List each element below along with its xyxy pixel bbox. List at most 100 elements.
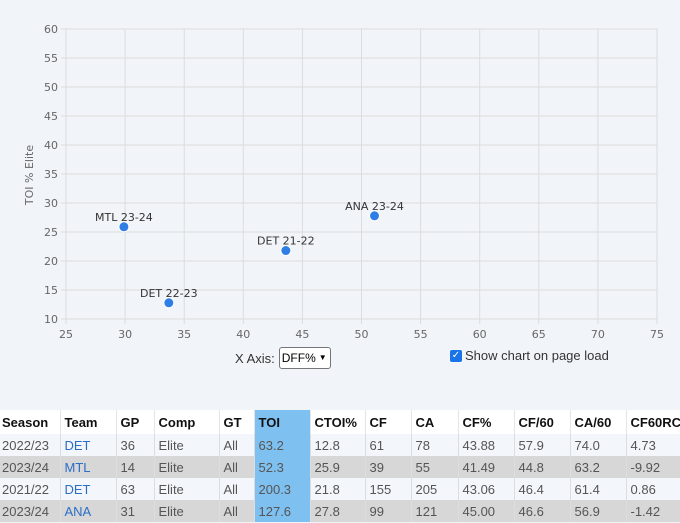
col-header[interactable]: CTOI% — [309, 410, 365, 434]
cell: 127.6 — [253, 500, 310, 522]
table-row: 2023/24 ANA 31 Elite All 127.6 27.8 99 1… — [0, 500, 680, 522]
table-row: 2022/23 DET 36 Elite All 63.2 12.8 61 78… — [0, 434, 680, 456]
show-chart-checkbox[interactable]: ✓ — [450, 349, 462, 362]
x-tick-label: 65 — [532, 328, 546, 341]
cell: 63.2 — [569, 456, 626, 478]
y-axis-label: TOI % Elite — [23, 145, 36, 206]
cell: 2023/24 — [0, 500, 60, 522]
cell: 4.73 — [625, 434, 680, 456]
cell: 2022/23 — [0, 434, 60, 456]
y-tick-label: 20 — [44, 255, 58, 268]
table-header-row: Season Team GP Comp GT TOI CTOI% CF CA C… — [0, 410, 680, 434]
data-points: MTL 23-24 DET 22-23 DET 21-22 ANA 23-24 — [95, 200, 404, 309]
cell: 55 — [410, 456, 458, 478]
cell: 39 — [364, 456, 411, 478]
cell: 74.0 — [569, 434, 626, 456]
cell: 56.9 — [569, 500, 626, 522]
x-tick-label: 30 — [118, 328, 132, 341]
cell: 52.3 — [253, 456, 310, 478]
cell: 61 — [364, 434, 411, 456]
cell: 99 — [364, 500, 411, 522]
scatter-chart: 10 15 20 25 30 35 40 45 50 55 60 25 30 35 40 45 50 55 60 6… — [23, 23, 664, 341]
cell: 36 — [115, 434, 154, 456]
col-header[interactable]: GP — [115, 410, 154, 434]
cell: All — [218, 456, 254, 478]
cell: 2021/22 — [0, 478, 60, 500]
y-tick-label: 60 — [44, 23, 58, 36]
team-link[interactable]: MTL — [59, 456, 116, 478]
col-header[interactable]: Comp — [153, 410, 219, 434]
col-header[interactable]: CF60RC — [625, 410, 680, 434]
table-row: 2023/24 MTL 14 Elite All 52.3 25.9 39 55… — [0, 456, 680, 478]
col-header[interactable]: CF — [364, 410, 411, 434]
x-tick-label: 45 — [295, 328, 309, 341]
col-header[interactable]: CA/60 — [569, 410, 626, 434]
team-link[interactable]: DET — [59, 478, 116, 500]
cell: 78 — [410, 434, 458, 456]
cell: 205 — [410, 478, 458, 500]
x-tick-label: 50 — [355, 328, 369, 341]
point-label: ANA 23-24 — [345, 200, 404, 213]
cell: 63 — [115, 478, 154, 500]
cell: Elite — [153, 478, 219, 500]
x-axis-ticks: 25 30 35 40 45 50 55 60 65 70 75 — [59, 328, 664, 341]
x-axis-label: X Axis: — [235, 350, 275, 366]
data-point[interactable] — [163, 297, 175, 309]
cell: 45.00 — [457, 500, 514, 522]
x-tick-label: 25 — [59, 328, 73, 341]
cell: 121 — [410, 500, 458, 522]
stats-table: Season Team GP Comp GT TOI CTOI% CF CA C… — [0, 410, 680, 522]
chevron-down-icon: ▼ — [318, 353, 327, 362]
cell: All — [218, 434, 254, 456]
cell: 155 — [364, 478, 411, 500]
cell: 44.8 — [513, 456, 570, 478]
team-link[interactable]: DET — [59, 434, 116, 456]
cell: 14 — [115, 456, 154, 478]
cell: 27.8 — [309, 500, 365, 522]
cell: -1.42 — [625, 500, 680, 522]
cell: 0.86 — [625, 478, 680, 500]
data-point[interactable] — [280, 245, 292, 257]
x-tick-label: 60 — [473, 328, 487, 341]
x-axis-select-value: DFF% — [281, 351, 316, 365]
cell: Elite — [153, 500, 219, 522]
cell: 12.8 — [309, 434, 365, 456]
show-chart-label: Show chart on page load — [465, 348, 609, 363]
y-tick-label: 35 — [44, 168, 58, 181]
cell: 43.88 — [457, 434, 514, 456]
point-label: DET 21-22 — [257, 235, 315, 248]
col-header-sorted[interactable]: TOI — [253, 410, 310, 434]
cell: All — [218, 478, 254, 500]
cell: 61.4 — [569, 478, 626, 500]
cell: -9.92 — [625, 456, 680, 478]
col-header[interactable]: CA — [410, 410, 458, 434]
col-header[interactable]: Team — [59, 410, 116, 434]
point-label: MTL 23-24 — [95, 211, 153, 224]
chart-controls: X Axis: DFF% ▼ ✓ Show chart on page load — [0, 347, 680, 371]
y-tick-label: 10 — [44, 313, 58, 326]
show-chart-control[interactable]: ✓ Show chart on page load — [450, 348, 609, 363]
x-tick-label: 70 — [591, 328, 605, 341]
y-tick-label: 40 — [44, 139, 58, 152]
cell: 46.6 — [513, 500, 570, 522]
x-tick-label: 75 — [650, 328, 664, 341]
x-axis-control: X Axis: DFF% ▼ — [235, 347, 331, 369]
y-tick-label: 55 — [44, 52, 58, 65]
cell: All — [218, 500, 254, 522]
cell: Elite — [153, 434, 219, 456]
col-header[interactable]: Season — [0, 410, 60, 434]
cell: 57.9 — [513, 434, 570, 456]
cell: 2023/24 — [0, 456, 60, 478]
col-header[interactable]: CF% — [457, 410, 514, 434]
point-label: DET 22-23 — [140, 287, 198, 300]
data-point[interactable] — [369, 210, 381, 222]
cell: 25.9 — [309, 456, 365, 478]
cell: 200.3 — [253, 478, 310, 500]
col-header[interactable]: CF/60 — [513, 410, 570, 434]
data-point[interactable] — [118, 221, 130, 233]
table-row: 2021/22 DET 63 Elite All 200.3 21.8 155 … — [0, 478, 680, 500]
x-axis-select[interactable]: DFF% ▼ — [278, 347, 331, 369]
col-header[interactable]: GT — [218, 410, 254, 434]
team-link[interactable]: ANA — [59, 500, 116, 522]
cell: 43.06 — [457, 478, 514, 500]
